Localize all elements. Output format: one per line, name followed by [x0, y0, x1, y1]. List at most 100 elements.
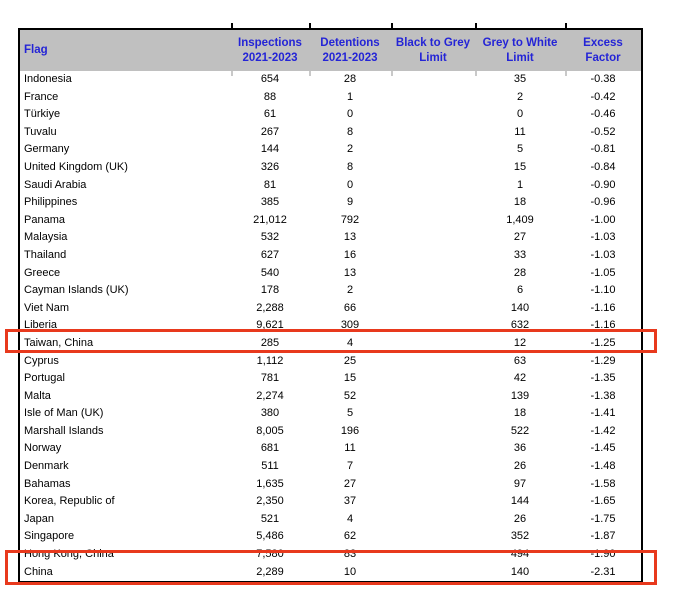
- cell-detentions: 1: [346, 90, 354, 103]
- cell-flag: Cyprus: [24, 354, 59, 367]
- column-divider-tick: [475, 23, 477, 28]
- cell-excess-factor: -0.42: [590, 90, 616, 103]
- cell-excess-factor: -1.42: [590, 424, 616, 437]
- cell-grey-to-white: 1,409: [506, 213, 534, 226]
- cell-excess-factor: -0.96: [590, 196, 616, 209]
- column-header-sublabel: 2021-2023: [322, 51, 378, 64]
- cell-excess-factor: -1.45: [590, 442, 616, 455]
- cell-excess-factor: -0.46: [590, 108, 616, 121]
- column-header-sublabel: Factor: [585, 51, 621, 64]
- cell-excess-factor: -1.48: [590, 460, 616, 473]
- cell-detentions: 62: [343, 530, 357, 543]
- cell-flag: Tuvalu: [24, 125, 57, 138]
- table-row: Bahamas 1,635 27 97 -1.58: [20, 476, 641, 494]
- cell-flag: Portugal: [24, 372, 65, 385]
- cell-flag: Malta: [24, 389, 51, 402]
- cell-grey-to-white: 144: [510, 495, 530, 508]
- column-divider-mark: [231, 71, 233, 76]
- column-header-detentions: Detentions 2021-2023: [309, 30, 391, 71]
- table-row: United Kingdom (UK) 326 8 15 -0.84: [20, 159, 641, 177]
- cell-grey-to-white: 28: [513, 266, 527, 279]
- cell-grey-to-white: 97: [513, 477, 527, 490]
- cell-grey-to-white: 140: [510, 565, 530, 578]
- table-row: Philippines 385 9 18 -0.96: [20, 194, 641, 212]
- cell-inspections: 285: [260, 336, 280, 349]
- cell-flag: Bahamas: [24, 477, 71, 490]
- cell-grey-to-white: 18: [513, 196, 527, 209]
- cell-detentions: 11: [344, 442, 356, 455]
- cell-excess-factor: -1.25: [590, 336, 616, 349]
- table-row: Greece 540 13 28 -1.05: [20, 265, 641, 283]
- cell-detentions: 9: [346, 196, 354, 209]
- cell-grey-to-white: 6: [516, 284, 524, 297]
- cell-grey-to-white: 5: [516, 143, 524, 156]
- cell-flag: Germany: [24, 143, 70, 156]
- cell-inspections: 178: [260, 284, 280, 297]
- cell-inspections: 1,635: [256, 477, 284, 490]
- table-row: Indonesia 654 28 35 -0.38: [20, 71, 641, 89]
- cell-detentions: 37: [343, 495, 357, 508]
- cell-inspections: 511: [261, 460, 279, 473]
- column-divider-tick: [231, 23, 233, 28]
- table-row: Marshall Islands 8,005 196 522 -1.42: [20, 423, 641, 441]
- cell-flag: Japan: [24, 512, 54, 525]
- cell-excess-factor: -1.10: [590, 284, 616, 297]
- cell-inspections: 2,288: [256, 301, 284, 314]
- cell-detentions: 2: [346, 143, 354, 156]
- cell-flag: Viet Nam: [24, 301, 70, 314]
- cell-inspections: 627: [260, 248, 280, 261]
- column-header-label: Black to Grey: [395, 36, 471, 49]
- cell-detentions: 792: [340, 213, 360, 226]
- cell-flag: Malaysia: [24, 231, 68, 244]
- cell-inspections: 654: [260, 73, 280, 85]
- cell-inspections: 144: [260, 143, 280, 156]
- cell-excess-factor: -1.87: [590, 530, 616, 543]
- column-divider-tick: [309, 23, 311, 28]
- cell-flag: Türkiye: [24, 108, 61, 121]
- table-body: Indonesia 654 28 35 -0.38 France 88 1 2 -0.42 Türk…: [20, 71, 641, 581]
- table-row: Cyprus 1,112 25 63 -1.29: [20, 353, 641, 371]
- cell-grey-to-white: 42: [513, 372, 527, 385]
- table-row: Thailand 627 16 33 -1.03: [20, 247, 641, 265]
- column-header-inspections: Inspections 2021-2023: [231, 30, 309, 71]
- cell-flag: United Kingdom (UK): [24, 160, 128, 173]
- cell-grey-to-white: 11: [514, 125, 526, 138]
- cell-grey-to-white: 140: [510, 301, 530, 314]
- cell-detentions: 2: [346, 284, 354, 297]
- cell-flag: Indonesia: [24, 73, 72, 85]
- cell-flag: Korea, Republic of: [24, 495, 115, 508]
- cell-grey-to-white: 26: [513, 512, 527, 525]
- table-row: Saudi Arabia 81 0 1 -0.90: [20, 177, 641, 195]
- cell-excess-factor: -1.05: [590, 266, 616, 279]
- cell-inspections: 61: [263, 108, 277, 121]
- cell-inspections: 532: [260, 231, 280, 244]
- cell-grey-to-white: 18: [513, 407, 527, 420]
- column-divider-tick: [391, 23, 393, 28]
- highlight-box-hongkong-china: [5, 550, 657, 585]
- table-row: Malta 2,274 52 139 -1.38: [20, 388, 641, 406]
- cell-grey-to-white: 1: [516, 178, 524, 191]
- cell-excess-factor: -0.38: [590, 73, 616, 85]
- table-row: Malaysia 532 13 27 -1.03: [20, 229, 641, 247]
- cell-excess-factor: -1.16: [590, 319, 616, 332]
- table-row: Norway 681 11 36 -1.45: [20, 440, 641, 458]
- cell-inspections: 1,112: [256, 354, 284, 367]
- cell-detentions: 52: [343, 389, 357, 402]
- cell-grey-to-white: 352: [510, 530, 530, 543]
- cell-flag: Liberia: [24, 319, 58, 332]
- column-divider-mark: [565, 71, 567, 76]
- cell-inspections: 681: [260, 442, 280, 455]
- cell-detentions: 309: [340, 319, 360, 332]
- column-header-sublabel: 2021-2023: [242, 51, 298, 64]
- cell-inspections: 521: [260, 512, 280, 525]
- cell-grey-to-white: 27: [513, 231, 527, 244]
- cell-detentions: 27: [343, 477, 357, 490]
- cell-flag: Saudi Arabia: [24, 178, 87, 191]
- cell-detentions: 4: [346, 512, 354, 525]
- cell-excess-factor: -1.03: [590, 231, 616, 244]
- cell-inspections: 21,012: [253, 213, 287, 226]
- cell-grey-to-white: 139: [510, 389, 530, 402]
- cell-flag: Marshall Islands: [24, 424, 104, 437]
- column-header-sublabel: Limit: [506, 51, 534, 64]
